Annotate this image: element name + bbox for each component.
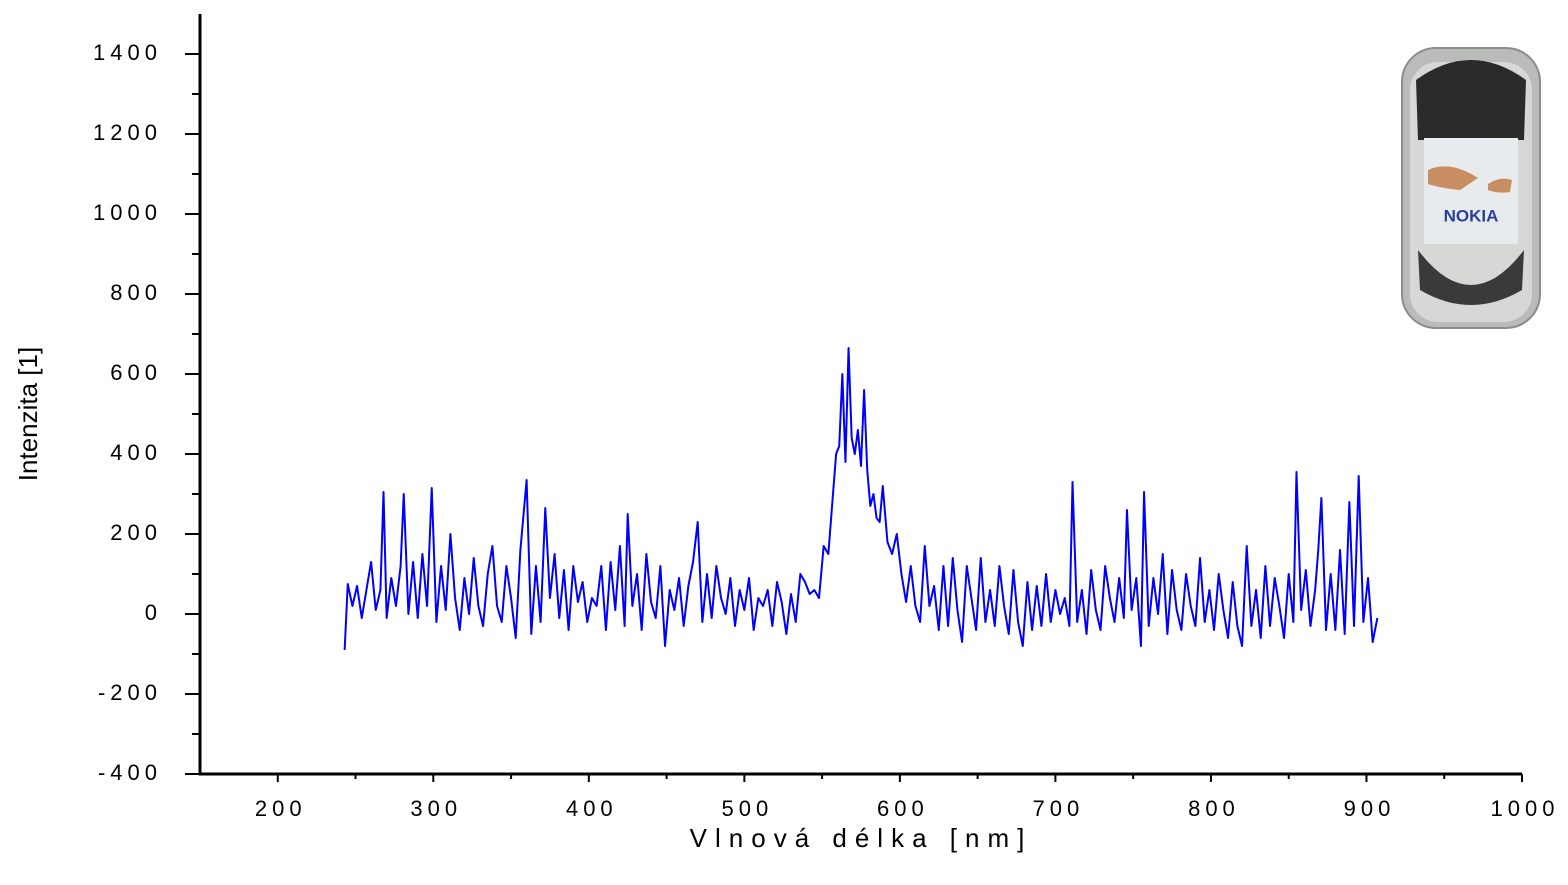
- y-tick-label: 1000: [93, 200, 162, 225]
- x-tick-label: 700: [1033, 796, 1085, 821]
- x-tick-label: 800: [1188, 796, 1240, 821]
- y-tick-label: 1200: [93, 120, 162, 145]
- x-tick-label: 300: [410, 796, 462, 821]
- spectrum-line: [343, 347, 1379, 651]
- x-tick-label: 400: [566, 796, 618, 821]
- inset-brand: NOKIA: [1444, 206, 1499, 225]
- x-tick-label: 600: [877, 796, 929, 821]
- y-tick-label: 0: [145, 600, 162, 625]
- y-tick-label: 600: [110, 360, 162, 385]
- y-tick-label: 1400: [93, 40, 162, 65]
- phone-inset: NOKIA: [1401, 47, 1541, 329]
- x-tick-label: 1000: [1491, 796, 1560, 821]
- y-tick-label: 400: [110, 440, 162, 465]
- y-tick-label: 200: [110, 520, 162, 545]
- x-axis-title: Vlnová délka [nm]: [690, 823, 1033, 853]
- x-tick-label: 500: [721, 796, 773, 821]
- x-tick-label: 200: [255, 796, 307, 821]
- x-tick-label: 900: [1344, 796, 1396, 821]
- y-tick-label: -200: [98, 680, 162, 705]
- y-axis-title: Intenzita [1]: [13, 347, 43, 481]
- y-tick-label: -400: [98, 760, 162, 785]
- y-tick-label: 800: [110, 280, 162, 305]
